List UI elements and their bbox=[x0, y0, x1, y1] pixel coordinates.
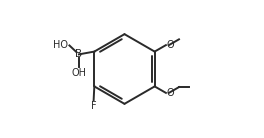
Text: F: F bbox=[91, 101, 96, 111]
Text: OH: OH bbox=[71, 68, 86, 78]
Text: O: O bbox=[166, 40, 174, 50]
Text: HO: HO bbox=[53, 40, 68, 51]
Text: B: B bbox=[75, 49, 82, 59]
Text: O: O bbox=[166, 88, 174, 98]
